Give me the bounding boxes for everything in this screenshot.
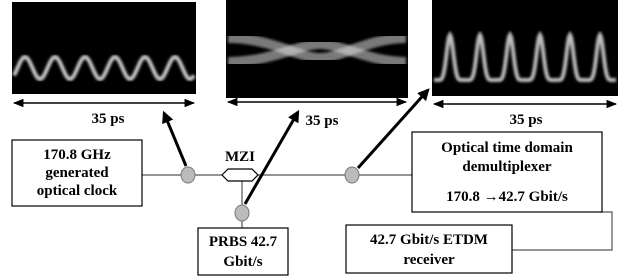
fiber [512,212,612,250]
span-label: 35 ps [92,111,125,127]
box-text: 170.8 →42.7 Gbit/s [446,189,568,205]
diagram: 35 ps 35 ps 35 ps 170.8 GHz generated op… [0,0,628,278]
box-text: Optical time domain [441,140,573,156]
box-text: generated [45,165,109,181]
pointer-arrow [164,113,186,166]
box-text: optical clock [37,183,118,199]
mzi-label: MZI [225,149,255,165]
box-text: Gbit/s [223,254,262,270]
box-text: 170.8 GHz [43,147,111,163]
tap-point [345,167,359,183]
tap-point [235,205,249,221]
tap-point [181,167,195,183]
mzi [222,169,258,181]
span-label: 35 ps [306,113,339,129]
box-text: receiver [403,252,455,268]
box-text: demultiplexer [462,159,551,175]
box-text: 42.7 Gbit/s ETDM [370,232,488,248]
span-label: 35 ps [510,112,543,128]
box-text: PRBS 42.7 [209,234,278,250]
